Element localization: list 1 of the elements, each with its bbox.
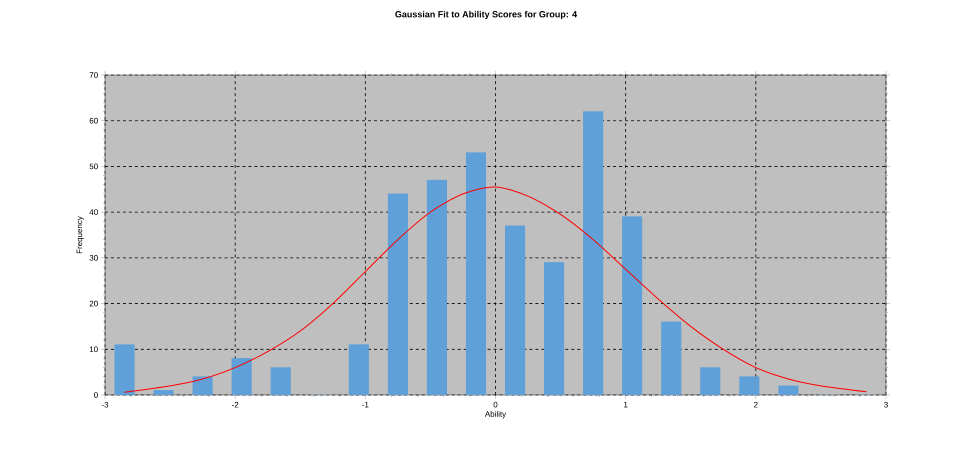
chart-title: Gaussian Fit to Ability Scores for Group: 4 xyxy=(395,10,578,20)
